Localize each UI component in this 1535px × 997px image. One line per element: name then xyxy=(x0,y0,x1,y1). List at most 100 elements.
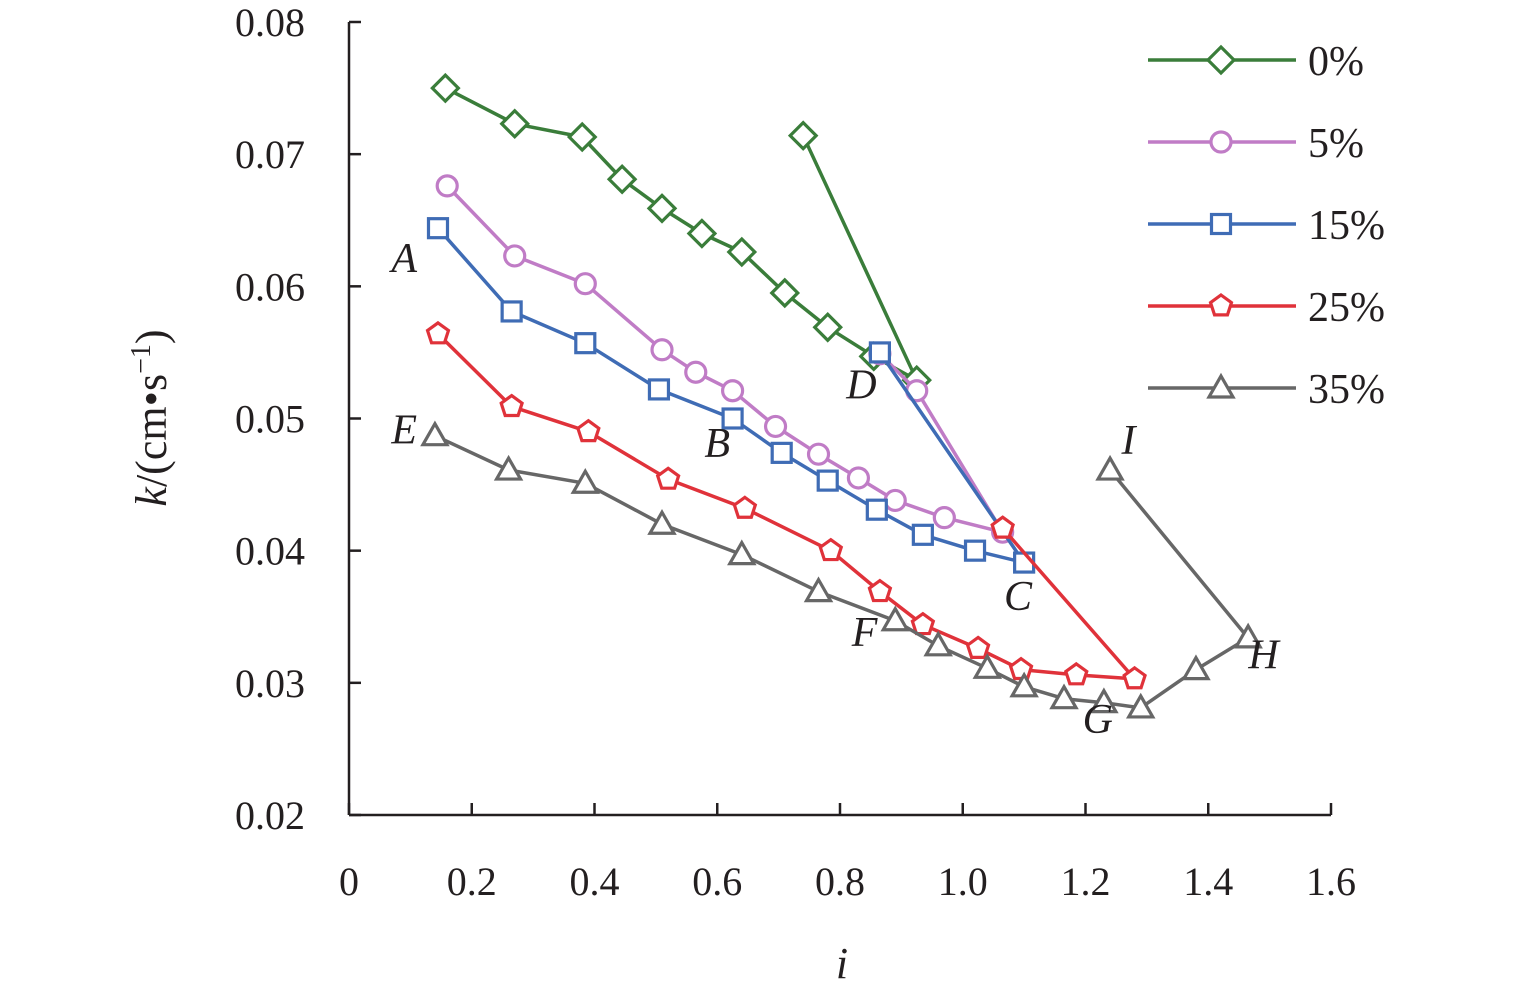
data-point xyxy=(769,277,801,309)
point-label: H xyxy=(1247,632,1281,678)
data-point xyxy=(655,466,681,490)
x-tick-label: 0.8 xyxy=(815,859,865,904)
data-point xyxy=(910,611,936,636)
data-point xyxy=(990,515,1015,539)
series-1 xyxy=(435,174,1015,544)
y-tick-label: 0.06 xyxy=(235,264,305,309)
x-tick-label: 0.4 xyxy=(570,859,620,904)
y-tick-label: 0.03 xyxy=(235,661,305,706)
point-label: D xyxy=(845,363,876,409)
legend-label: 25% xyxy=(1308,285,1385,331)
x-tick-label: 0.6 xyxy=(692,859,742,904)
data-point xyxy=(770,441,793,464)
data-point xyxy=(1122,665,1147,690)
data-point xyxy=(647,378,671,401)
legend-item: 15% xyxy=(1148,203,1385,249)
data-point xyxy=(1089,687,1119,714)
series-line xyxy=(436,332,1137,681)
point-label: G xyxy=(1083,697,1113,743)
legend-marker xyxy=(1209,212,1233,236)
data-point xyxy=(787,120,819,151)
y-axis-title-unit: /(cm•s xyxy=(127,374,176,487)
data-point xyxy=(911,523,934,546)
data-point xyxy=(867,578,893,603)
legend-item: 5% xyxy=(1148,121,1364,167)
y-tick-label: 0.07 xyxy=(235,132,305,177)
x-tick-label: 1.2 xyxy=(1061,859,1111,904)
data-point xyxy=(883,488,907,513)
x-tick-label: 0 xyxy=(339,859,359,904)
data-point xyxy=(426,217,450,240)
data-point xyxy=(803,576,834,603)
plot-series xyxy=(420,72,1263,719)
data-point xyxy=(880,605,910,632)
legend-marker xyxy=(1209,130,1233,154)
point-label: A xyxy=(388,236,417,282)
x-axis-title: i xyxy=(836,939,848,988)
data-point xyxy=(420,420,450,447)
series-4 xyxy=(420,420,1263,719)
legend-label: 15% xyxy=(1308,203,1385,249)
data-point xyxy=(435,174,459,198)
data-point xyxy=(1181,654,1211,681)
data-point xyxy=(1008,656,1034,681)
legend-item: 25% xyxy=(1148,285,1385,331)
data-point xyxy=(727,539,757,566)
data-point xyxy=(1125,692,1156,719)
data-point xyxy=(865,498,888,521)
data-point xyxy=(732,495,758,519)
data-point xyxy=(566,121,598,153)
data-point xyxy=(963,539,987,562)
x-tick-label: 1.0 xyxy=(938,859,988,904)
data-point xyxy=(816,469,839,492)
legend-label: 5% xyxy=(1308,121,1364,167)
data-point xyxy=(1009,671,1039,698)
x-tick-label: 1.6 xyxy=(1306,859,1356,904)
data-point xyxy=(650,338,674,362)
legend-item: 35% xyxy=(1148,367,1385,413)
point-label: F xyxy=(851,610,878,656)
data-point xyxy=(932,506,956,530)
data-point xyxy=(573,272,597,296)
data-point xyxy=(846,466,871,490)
y-axis-title-close: ) xyxy=(127,329,176,344)
series-3 xyxy=(425,320,1147,690)
data-point xyxy=(923,630,953,657)
data-point xyxy=(1233,622,1263,649)
point-label: E xyxy=(390,408,417,454)
data-point xyxy=(965,635,991,659)
data-point xyxy=(763,414,788,439)
data-point xyxy=(818,537,844,562)
legend: 0% 5% 15% 25% 35% xyxy=(1148,39,1385,413)
data-point xyxy=(606,164,638,195)
y-axis-title-exponent: −1 xyxy=(126,344,157,374)
legend-label: 35% xyxy=(1308,367,1385,413)
y-ticks: 0.02 0.03 0.04 0.05 0.06 0.07 0.08 xyxy=(235,0,361,838)
y-tick-label: 0.02 xyxy=(235,793,305,838)
data-point xyxy=(430,72,461,104)
data-point xyxy=(1095,454,1125,481)
data-point xyxy=(493,454,524,481)
data-point xyxy=(503,244,527,268)
data-point xyxy=(684,360,708,384)
data-point xyxy=(499,393,524,418)
data-point xyxy=(1049,683,1079,710)
data-point xyxy=(1063,661,1089,686)
data-point xyxy=(972,653,1003,679)
y-axis-title: k/(cm•s−1) xyxy=(126,329,176,506)
axes: 0.020.030.040.050.060.070.08 0 0.2 0.4 0.6 0… xyxy=(235,0,1356,904)
series-line xyxy=(434,434,1250,710)
data-point xyxy=(570,468,601,494)
point-label: I xyxy=(1120,418,1137,464)
data-point xyxy=(806,442,831,466)
data-point xyxy=(646,193,678,224)
y-tick-label: 0.05 xyxy=(235,397,305,442)
data-point xyxy=(720,379,745,403)
x-tick-label: 1.4 xyxy=(1183,859,1233,904)
legend-marker xyxy=(1206,372,1236,399)
data-point xyxy=(576,418,601,443)
x-ticks: 0 0.2 0.4 0.6 0.8 1.0 1.2 1.4 1.6 xyxy=(339,803,1356,904)
data-point xyxy=(499,108,530,140)
y-axis-title-variable: k xyxy=(127,486,176,507)
